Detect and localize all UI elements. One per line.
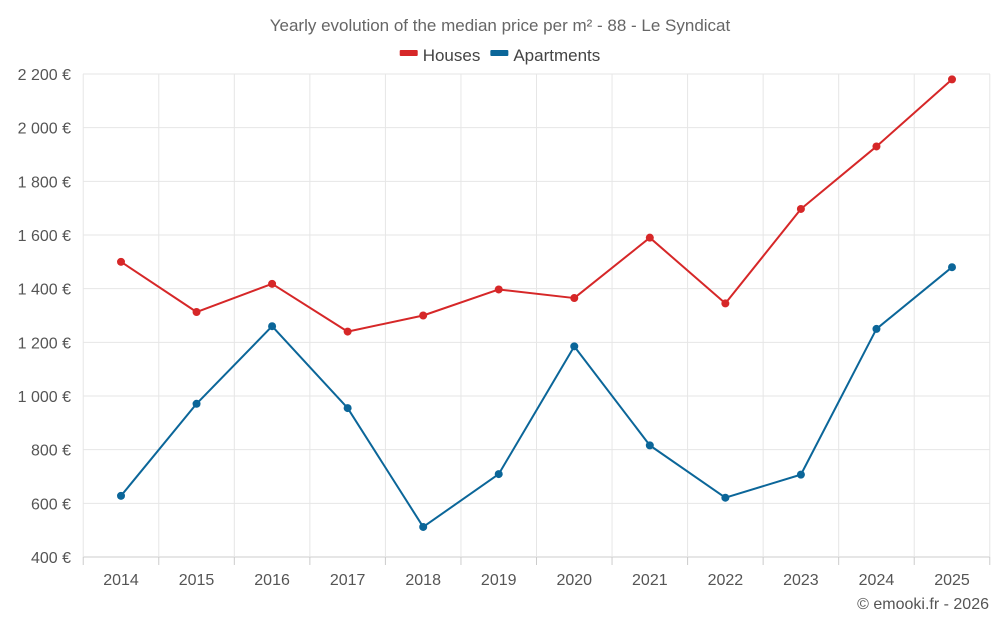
data-point-houses[interactable]	[117, 257, 125, 266]
data-point-apartments[interactable]	[721, 493, 730, 502]
y-tick-label: 2 200 €	[18, 67, 71, 84]
legend-swatch	[490, 50, 509, 56]
y-tick-label: 2 000 €	[18, 121, 71, 138]
x-tick-label: 2023	[783, 572, 819, 589]
x-tick-label: 2014	[103, 572, 139, 589]
data-point-apartments[interactable]	[872, 324, 881, 333]
legend-label: Houses	[423, 46, 481, 65]
x-tick-label: 2018	[405, 572, 441, 589]
data-point-houses[interactable]	[948, 75, 956, 84]
data-point-apartments[interactable]	[570, 342, 579, 351]
y-tick-label: 600 €	[31, 496, 71, 513]
series-layer	[117, 75, 956, 531]
legend-item-apartments[interactable]: Apartments	[490, 46, 600, 65]
grid	[82, 73, 991, 558]
data-point-apartments[interactable]	[796, 470, 805, 479]
data-point-apartments[interactable]	[645, 441, 654, 450]
x-tick-label: 2022	[708, 572, 744, 589]
data-point-houses[interactable]	[872, 142, 881, 151]
legend-swatch	[399, 50, 418, 56]
data-point-apartments[interactable]	[419, 522, 428, 531]
data-point-apartments[interactable]	[494, 470, 503, 479]
y-tick-label: 1 600 €	[18, 228, 71, 245]
data-point-houses[interactable]	[721, 299, 730, 308]
y-tick-label: 1 200 €	[18, 335, 71, 352]
y-axis: 400 € 600 € 800 € 1 000 € 1 200 € 1 400 € 1 60…	[18, 67, 71, 567]
y-tick-label: 1 400 €	[18, 282, 71, 299]
data-point-houses[interactable]	[645, 233, 654, 242]
data-point-houses[interactable]	[419, 311, 428, 320]
x-tick-label: 2024	[859, 572, 895, 589]
series-line-apartments	[120, 266, 953, 528]
data-point-apartments[interactable]	[192, 399, 201, 408]
y-tick-label: 400 €	[31, 550, 71, 567]
y-tick-label: 1 800 €	[18, 174, 71, 191]
data-point-apartments[interactable]	[117, 491, 125, 500]
data-point-apartments[interactable]	[268, 322, 277, 331]
x-tick-label: 2019	[481, 572, 517, 589]
data-point-houses[interactable]	[192, 308, 201, 317]
data-point-houses[interactable]	[570, 294, 579, 303]
x-tick-label: 2021	[632, 572, 668, 589]
chart-title: Yearly evolution of the median price per…	[270, 16, 731, 35]
x-tick-label: 2016	[254, 572, 290, 589]
x-tick-label: 2025	[934, 572, 970, 589]
x-tick-label: 2015	[179, 572, 215, 589]
data-point-houses[interactable]	[494, 285, 503, 294]
legend-item-houses[interactable]: Houses	[399, 46, 481, 65]
series-line-houses	[120, 78, 953, 333]
data-point-houses[interactable]	[268, 279, 277, 288]
credit-text: © emooki.fr - 2026	[857, 596, 989, 613]
x-axis: 2014 2015 2016 2017 2018 2019 2020 2021 2022 2023…	[82, 557, 991, 589]
x-tick-label: 2017	[330, 572, 366, 589]
data-point-houses[interactable]	[343, 327, 352, 336]
data-point-apartments[interactable]	[343, 404, 352, 413]
data-point-apartments[interactable]	[948, 263, 956, 272]
legend-label: Apartments	[513, 46, 600, 65]
data-point-houses[interactable]	[796, 204, 805, 213]
x-tick-label: 2020	[556, 572, 592, 589]
legend: Houses Apartments	[399, 46, 600, 65]
y-tick-label: 800 €	[31, 443, 71, 460]
y-tick-label: 1 000 €	[18, 389, 71, 406]
